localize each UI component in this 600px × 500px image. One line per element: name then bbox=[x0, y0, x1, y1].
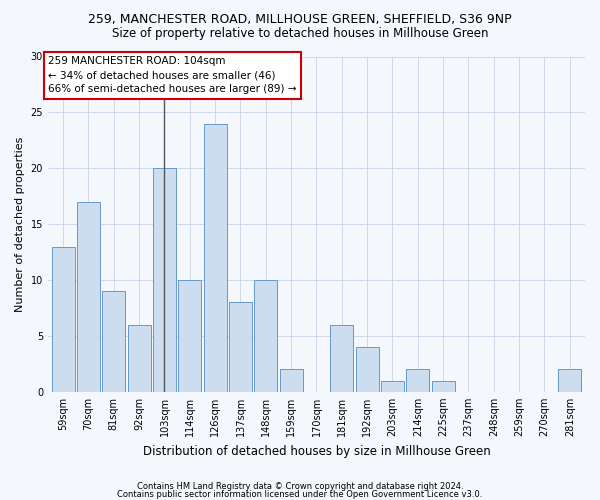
Text: 259 MANCHESTER ROAD: 104sqm
← 34% of detached houses are smaller (46)
66% of sem: 259 MANCHESTER ROAD: 104sqm ← 34% of det… bbox=[48, 56, 296, 94]
Bar bbox=[356, 347, 379, 392]
Bar bbox=[559, 370, 581, 392]
Bar bbox=[432, 380, 455, 392]
Bar bbox=[204, 124, 227, 392]
Bar bbox=[229, 302, 252, 392]
Bar bbox=[381, 380, 404, 392]
Text: Contains public sector information licensed under the Open Government Licence v3: Contains public sector information licen… bbox=[118, 490, 482, 499]
Text: Contains HM Land Registry data © Crown copyright and database right 2024.: Contains HM Land Registry data © Crown c… bbox=[137, 482, 463, 491]
Bar bbox=[77, 202, 100, 392]
Bar bbox=[52, 246, 74, 392]
Text: 259, MANCHESTER ROAD, MILLHOUSE GREEN, SHEFFIELD, S36 9NP: 259, MANCHESTER ROAD, MILLHOUSE GREEN, S… bbox=[88, 12, 512, 26]
Text: Size of property relative to detached houses in Millhouse Green: Size of property relative to detached ho… bbox=[112, 28, 488, 40]
Bar bbox=[103, 291, 125, 392]
Bar bbox=[331, 324, 353, 392]
Y-axis label: Number of detached properties: Number of detached properties bbox=[15, 136, 25, 312]
Bar bbox=[128, 324, 151, 392]
X-axis label: Distribution of detached houses by size in Millhouse Green: Distribution of detached houses by size … bbox=[143, 444, 490, 458]
Bar bbox=[406, 370, 429, 392]
Bar bbox=[254, 280, 277, 392]
Bar bbox=[178, 280, 201, 392]
Bar bbox=[153, 168, 176, 392]
Bar bbox=[280, 370, 302, 392]
